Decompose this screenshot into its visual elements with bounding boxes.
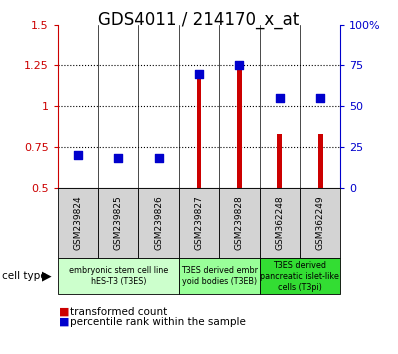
Text: GDS4011 / 214170_x_at: GDS4011 / 214170_x_at [98,11,300,29]
Bar [300,188,340,258]
Bar [98,188,139,258]
Text: T3ES derived embr
yoid bodies (T3EB): T3ES derived embr yoid bodies (T3EB) [181,266,258,286]
Text: T3ES derived
pancreatic islet-like
cells (T3pi): T3ES derived pancreatic islet-like cells… [260,261,339,292]
Text: percentile rank within the sample: percentile rank within the sample [70,317,246,327]
Bar [259,188,300,258]
Bar [197,77,201,188]
Bar [139,188,179,258]
Point [115,155,121,161]
Text: ▶: ▶ [42,270,52,282]
Point [196,71,202,76]
Text: GSM239825: GSM239825 [114,196,123,250]
Bar [58,258,179,294]
Point [277,95,283,101]
Text: ■: ■ [59,307,69,316]
Text: GSM362249: GSM362249 [316,196,325,250]
Text: embryonic stem cell line
hES-T3 (T3ES): embryonic stem cell line hES-T3 (T3ES) [68,266,168,286]
Text: GSM239826: GSM239826 [154,196,163,250]
Point [236,63,242,68]
Point [156,155,162,161]
Text: GSM239827: GSM239827 [195,196,203,250]
Bar [259,258,340,294]
Bar [318,134,322,188]
Bar [58,188,98,258]
Text: GSM362248: GSM362248 [275,196,284,250]
Text: cell type: cell type [2,271,47,281]
Bar [179,188,219,258]
Point [75,152,81,158]
Text: ■: ■ [59,317,69,327]
Bar [219,188,259,258]
Bar [237,65,242,188]
Bar [277,134,282,188]
Text: transformed count: transformed count [70,307,167,316]
Text: GSM239824: GSM239824 [73,196,82,250]
Text: GSM239828: GSM239828 [235,196,244,250]
Point [317,95,323,101]
Bar [179,258,259,294]
